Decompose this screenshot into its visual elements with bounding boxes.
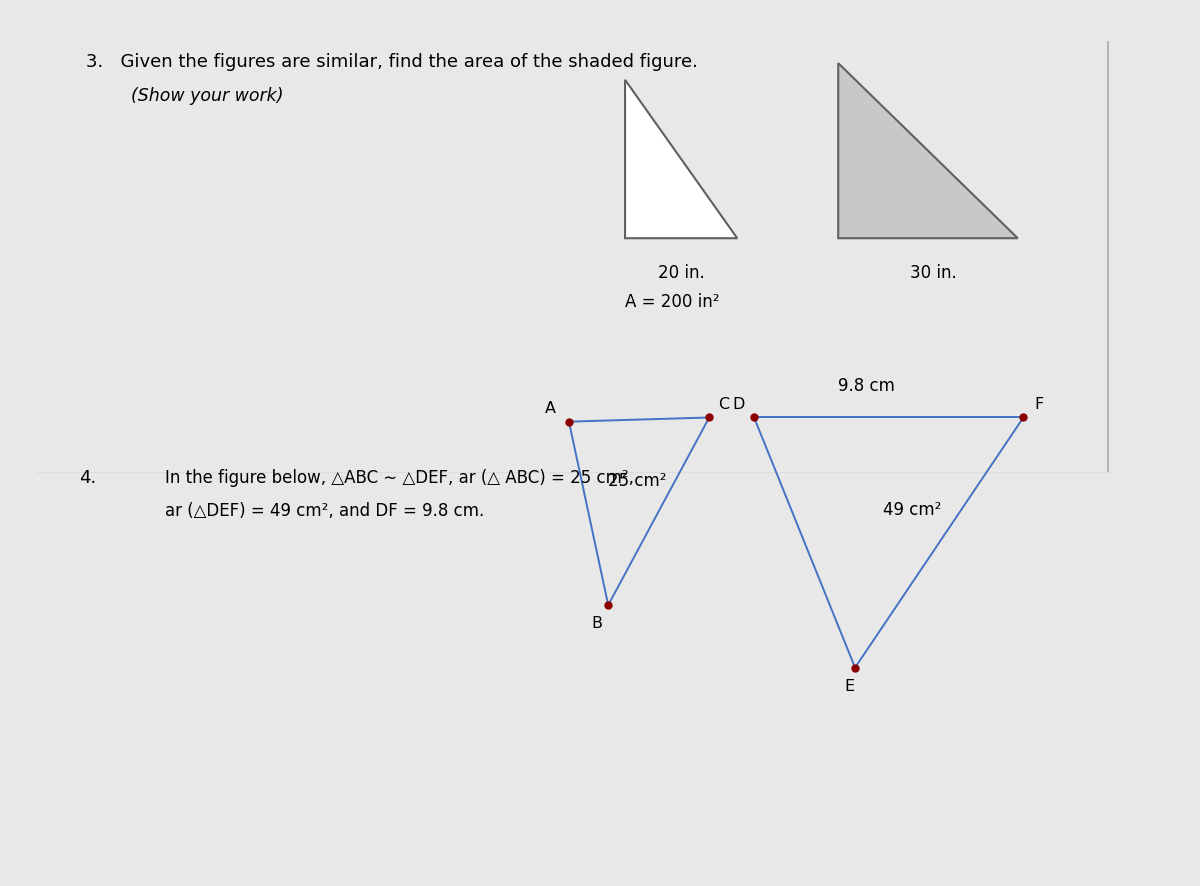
Text: B: B — [592, 616, 602, 630]
Text: 9.8 cm: 9.8 cm — [838, 377, 895, 394]
Text: ar (△DEF) = 49 cm², and DF = 9.8 cm.: ar (△DEF) = 49 cm², and DF = 9.8 cm. — [166, 501, 485, 519]
Polygon shape — [839, 64, 1018, 239]
Text: A = 200 in²: A = 200 in² — [625, 293, 720, 311]
Text: In the figure below, △ABC ∼ △DEF, ar (△ ABC) = 25 cm²,: In the figure below, △ABC ∼ △DEF, ar (△ … — [166, 468, 634, 486]
Text: 25 cm²: 25 cm² — [608, 471, 667, 489]
Text: F: F — [1034, 396, 1044, 411]
Text: 30 in.: 30 in. — [911, 264, 956, 282]
Text: D: D — [733, 396, 745, 411]
Text: E: E — [845, 678, 854, 693]
Text: (Show your work): (Show your work) — [131, 87, 284, 105]
Text: 49 cm²: 49 cm² — [883, 501, 942, 518]
Text: A: A — [545, 400, 556, 416]
Text: 4.: 4. — [79, 468, 96, 486]
Text: 3.   Given the figures are similar, find the area of the shaded figure.: 3. Given the figures are similar, find t… — [86, 53, 698, 71]
Text: 20 in.: 20 in. — [658, 264, 704, 282]
Text: C: C — [718, 396, 730, 411]
Polygon shape — [625, 81, 737, 239]
